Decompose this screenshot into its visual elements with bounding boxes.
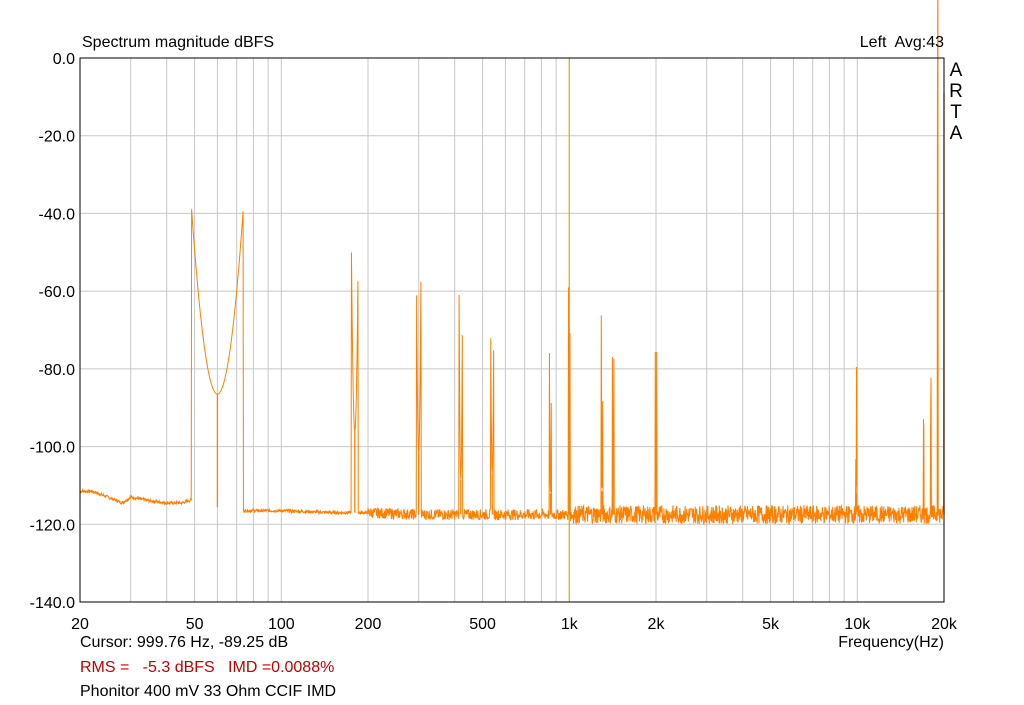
channel-info: Left Avg:43	[859, 34, 944, 51]
chart-title: Spectrum magnitude dBFS	[82, 34, 275, 51]
x-tick-label: 2k	[648, 616, 666, 633]
y-tick-label: 0.0	[53, 51, 75, 68]
x-tick-label: 5k	[762, 616, 780, 633]
x-tick-label: 100	[268, 616, 295, 633]
vendor-mark-letter: A	[950, 60, 963, 81]
x-tick-label: 20	[71, 616, 89, 633]
grid-layer	[79, 57, 945, 603]
x-tick-label: 10k	[844, 616, 871, 633]
y-tick-label: -60.0	[39, 284, 76, 301]
x-tick-label: 200	[355, 616, 382, 633]
y-tick-label: -120.0	[30, 517, 75, 534]
x-tick-label: 50	[186, 616, 204, 633]
vendor-mark-letter: R	[949, 81, 963, 102]
x-tick-label: 500	[469, 616, 496, 633]
y-tick-label: -80.0	[39, 362, 76, 379]
y-tick-label: -40.0	[39, 206, 76, 223]
measurement-description: Phonitor 400 mV 33 Ohm CCIF IMD	[80, 683, 337, 700]
tick-labels: 0.0 -20.0 -40.0 -60.0 -80.0 -100.0 -120.0 -140.…	[30, 51, 963, 633]
trace-layer	[79, 0, 945, 602]
y-tick-label: -20.0	[39, 129, 76, 146]
x-tick-label: 20k	[931, 616, 958, 633]
vendor-mark-letter: T	[950, 102, 962, 123]
rms-imd-readout: RMS = -5.3 dBFS IMD =0.0088%	[80, 659, 335, 676]
cursor-readout: Cursor: 999.76 Hz, -89.25 dB	[80, 634, 289, 651]
y-tick-label: -140.0	[30, 595, 75, 612]
x-axis-label: Frequency(Hz)	[838, 634, 944, 651]
y-tick-label: -100.0	[30, 440, 75, 457]
spectrum-trace	[79, 0, 945, 526]
x-tick-label: 1k	[561, 616, 579, 633]
vendor-mark-letter: A	[950, 123, 963, 144]
plot-frame	[79, 57, 945, 603]
